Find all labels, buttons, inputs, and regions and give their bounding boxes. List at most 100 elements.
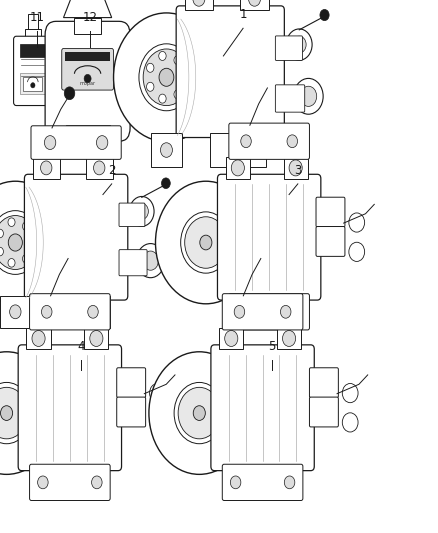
Circle shape <box>29 238 36 247</box>
Bar <box>28 14 38 30</box>
Circle shape <box>300 86 317 107</box>
Circle shape <box>64 87 75 100</box>
Bar <box>74 18 101 34</box>
Circle shape <box>143 251 159 270</box>
Bar <box>226 157 250 179</box>
Text: 4: 4 <box>77 340 85 353</box>
Circle shape <box>241 135 251 148</box>
FancyBboxPatch shape <box>276 85 305 112</box>
Bar <box>66 125 110 133</box>
Circle shape <box>231 160 244 176</box>
Bar <box>240 0 268 10</box>
Circle shape <box>287 135 297 148</box>
Circle shape <box>0 247 4 256</box>
Circle shape <box>200 235 212 250</box>
Text: 12: 12 <box>82 11 97 24</box>
Text: 2: 2 <box>108 164 116 177</box>
Bar <box>25 29 41 41</box>
Circle shape <box>139 44 194 111</box>
FancyBboxPatch shape <box>217 174 321 300</box>
Bar <box>65 52 110 61</box>
FancyBboxPatch shape <box>223 294 303 330</box>
Circle shape <box>22 255 29 263</box>
Circle shape <box>94 161 105 175</box>
Circle shape <box>284 476 295 489</box>
Circle shape <box>147 82 154 91</box>
Circle shape <box>38 476 48 489</box>
Circle shape <box>233 143 244 157</box>
Circle shape <box>342 413 358 432</box>
Circle shape <box>78 305 89 319</box>
FancyBboxPatch shape <box>119 203 145 227</box>
Bar <box>219 328 244 349</box>
Bar <box>283 157 307 179</box>
Circle shape <box>280 305 291 318</box>
Circle shape <box>160 143 173 157</box>
Circle shape <box>174 55 181 64</box>
Circle shape <box>292 36 306 53</box>
Circle shape <box>0 229 4 238</box>
FancyBboxPatch shape <box>316 227 345 256</box>
Circle shape <box>10 305 21 319</box>
FancyBboxPatch shape <box>211 345 314 471</box>
Circle shape <box>8 259 15 267</box>
Circle shape <box>0 215 38 270</box>
Bar <box>185 0 213 10</box>
FancyBboxPatch shape <box>316 197 345 227</box>
Circle shape <box>155 181 256 304</box>
Circle shape <box>0 383 32 443</box>
Bar <box>277 328 301 349</box>
Circle shape <box>41 161 52 175</box>
FancyBboxPatch shape <box>18 345 121 471</box>
Text: 11: 11 <box>30 11 45 24</box>
Circle shape <box>162 178 170 189</box>
Circle shape <box>44 136 56 149</box>
FancyBboxPatch shape <box>119 249 147 276</box>
Bar <box>33 157 60 179</box>
Bar <box>151 133 182 167</box>
Circle shape <box>150 384 166 403</box>
Circle shape <box>181 73 188 82</box>
Circle shape <box>88 305 98 318</box>
FancyBboxPatch shape <box>14 36 52 106</box>
Circle shape <box>159 52 166 60</box>
Circle shape <box>22 222 29 230</box>
Circle shape <box>174 383 225 443</box>
Circle shape <box>113 13 219 142</box>
Bar <box>57 296 110 328</box>
Circle shape <box>248 0 261 6</box>
Circle shape <box>0 387 28 439</box>
Circle shape <box>193 0 205 6</box>
Circle shape <box>320 10 329 21</box>
FancyBboxPatch shape <box>309 397 338 427</box>
Circle shape <box>143 49 190 106</box>
FancyBboxPatch shape <box>117 397 145 427</box>
Bar <box>86 157 113 179</box>
Circle shape <box>0 406 13 421</box>
Circle shape <box>84 75 91 83</box>
FancyBboxPatch shape <box>223 464 303 500</box>
FancyBboxPatch shape <box>62 49 113 90</box>
FancyBboxPatch shape <box>229 294 309 330</box>
Circle shape <box>137 244 165 278</box>
Circle shape <box>289 160 302 176</box>
Circle shape <box>149 352 250 474</box>
Circle shape <box>92 476 102 489</box>
Circle shape <box>42 305 52 318</box>
Bar <box>20 44 46 57</box>
Circle shape <box>0 211 42 274</box>
Circle shape <box>234 305 245 318</box>
Text: mopar: mopar <box>80 81 95 86</box>
Text: 3: 3 <box>294 164 301 177</box>
Circle shape <box>0 352 57 474</box>
Circle shape <box>159 94 166 103</box>
Circle shape <box>342 384 358 403</box>
FancyBboxPatch shape <box>45 21 130 141</box>
FancyBboxPatch shape <box>176 6 284 138</box>
FancyBboxPatch shape <box>30 294 110 330</box>
Circle shape <box>283 330 296 346</box>
Circle shape <box>0 181 66 304</box>
FancyBboxPatch shape <box>30 464 110 500</box>
Circle shape <box>193 406 205 421</box>
FancyBboxPatch shape <box>117 368 145 398</box>
